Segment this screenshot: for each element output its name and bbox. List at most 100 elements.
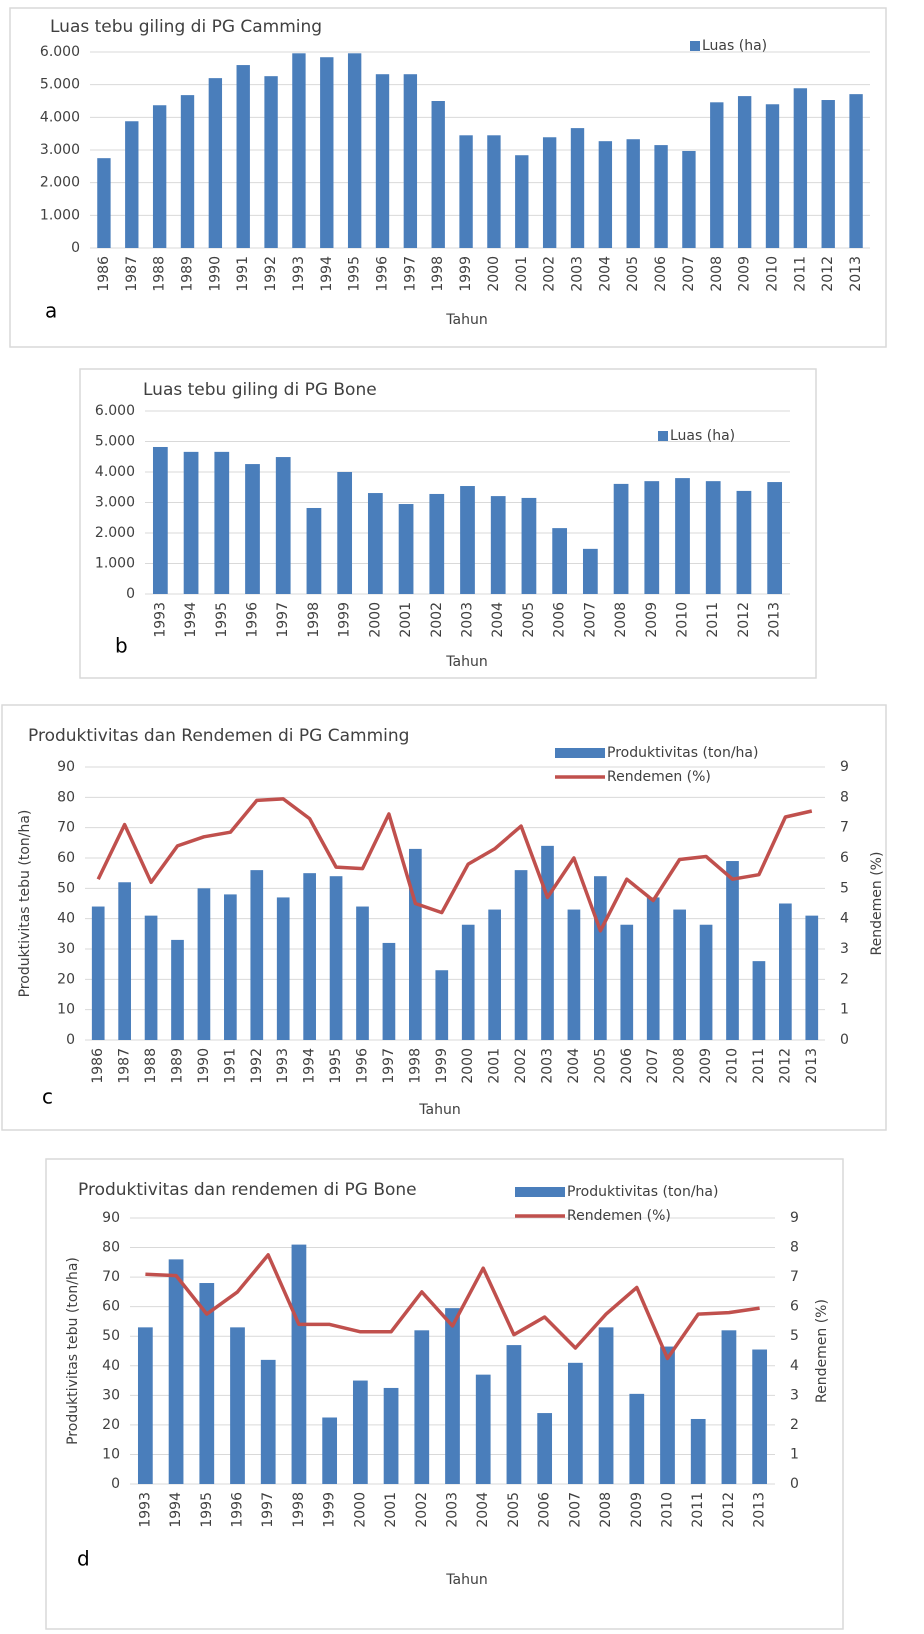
bar: [375, 74, 390, 248]
x-axis-label: Tahun: [445, 312, 487, 328]
x-tick-label: 2004: [490, 602, 506, 638]
y-tick-label: 4.000: [40, 109, 80, 125]
bar: [329, 876, 343, 1040]
bar: [821, 100, 835, 249]
chart-title: Luas tebu giling di PG Camming: [50, 17, 322, 37]
bar: [320, 57, 334, 248]
bar: [435, 970, 449, 1040]
x-tick-label: 1998: [430, 256, 446, 292]
bar: [673, 909, 686, 1040]
y2-tick-label: 4: [790, 1358, 799, 1374]
y-tick-label: 70: [57, 820, 75, 836]
panel-frame: [9, 7, 887, 348]
x-tick-label: 1991: [235, 256, 251, 292]
x-tick-label: 2005: [521, 602, 537, 638]
x-tick-label: 2011: [792, 256, 808, 292]
x-tick-label: 1998: [306, 602, 322, 638]
y-tick-label: 10: [57, 1002, 75, 1018]
bar: [125, 121, 139, 248]
bar: [144, 915, 158, 1040]
y-tick-label: 80: [57, 789, 75, 805]
bar: [431, 101, 445, 248]
x-tick-label: 2006: [537, 1492, 553, 1528]
bar: [594, 876, 607, 1040]
x-tick-label: 1997: [260, 1492, 276, 1528]
panel-label: c: [42, 1085, 53, 1109]
chart-title: Produktivitas dan rendemen di PG Bone: [78, 1180, 417, 1200]
x-tick-label: 1996: [245, 602, 261, 638]
legend-label: Produktivitas (ton/ha): [607, 745, 758, 761]
y2-tick-label: 9: [840, 759, 849, 775]
chart-title: Produktivitas dan Rendemen di PG Camming: [28, 726, 409, 746]
x-tick-label: 1998: [291, 1492, 307, 1528]
bar: [690, 1418, 706, 1484]
x-tick-label: 2010: [765, 256, 781, 292]
y-tick-label: 3.000: [40, 142, 80, 158]
bar: [598, 1327, 614, 1484]
y2-tick-label: 5: [790, 1328, 799, 1344]
x-tick-label: 2008: [613, 602, 629, 638]
x-tick-label: 2012: [777, 1048, 793, 1084]
bar: [414, 1330, 430, 1484]
x-axis-label: Tahun: [445, 654, 487, 670]
legend-label: Rendemen (%): [607, 769, 711, 785]
y-tick-label: 20: [102, 1417, 120, 1433]
panel-frame: [45, 1158, 844, 1630]
x-tick-label: 1992: [263, 256, 279, 292]
legend-label: Rendemen (%): [567, 1208, 671, 1224]
y2-tick-label: 5: [840, 880, 849, 896]
legend-label: Luas (ha): [670, 428, 735, 444]
x-tick-label: 2007: [681, 256, 697, 292]
y2-tick-label: 9: [790, 1210, 799, 1226]
panel-label: a: [45, 299, 57, 323]
bar: [91, 906, 105, 1040]
bar: [721, 1330, 737, 1484]
y-tick-label: 3.000: [95, 495, 135, 511]
y2-tick-label: 7: [840, 820, 849, 836]
x-tick-label: 2013: [804, 1048, 820, 1084]
x-tick-label: 2007: [582, 602, 598, 638]
bar: [537, 1413, 553, 1484]
y2-tick-label: 6: [790, 1299, 799, 1315]
bar: [654, 145, 668, 248]
y-tick-label: 90: [102, 1210, 120, 1226]
panel-frame: [79, 368, 817, 679]
x-tick-label: 1986: [90, 1048, 106, 1084]
x-tick-label: 2006: [653, 256, 669, 292]
x-tick-label: 1999: [337, 602, 353, 638]
x-tick-label: 1995: [214, 602, 230, 638]
y-tick-label: 20: [57, 971, 75, 987]
bar: [710, 102, 724, 248]
bar: [208, 78, 223, 248]
x-tick-label: 2000: [352, 1492, 368, 1528]
x-tick-label: 1989: [170, 1048, 186, 1084]
y2-axis-label: Rendemen (%): [814, 1299, 830, 1403]
bar: [180, 95, 195, 249]
bar: [490, 496, 506, 594]
bar: [303, 873, 316, 1040]
y2-tick-label: 2: [790, 1417, 799, 1433]
y2-tick-label: 2: [840, 971, 849, 987]
y-tick-label: 6.000: [40, 44, 80, 60]
x-tick-label: 2010: [660, 1492, 676, 1528]
x-tick-label: 1998: [407, 1048, 423, 1084]
bar: [765, 104, 780, 249]
y2-tick-label: 7: [790, 1269, 799, 1285]
y-tick-label: 1.000: [40, 207, 80, 223]
bar: [264, 76, 278, 248]
x-tick-label: 1992: [249, 1048, 265, 1084]
y-tick-label: 40: [102, 1358, 120, 1374]
y-tick-label: 0: [71, 240, 80, 256]
bar: [183, 451, 199, 594]
x-tick-label: 2002: [429, 602, 445, 638]
y-tick-label: 70: [102, 1269, 120, 1285]
bar: [306, 507, 322, 594]
x-tick-label: 1999: [458, 256, 474, 292]
line: [96, 797, 813, 933]
bar: [230, 1327, 245, 1484]
legend-label: Produktivitas (ton/ha): [567, 1184, 718, 1200]
bar: [356, 906, 369, 1040]
bar: [767, 482, 783, 594]
bar: [367, 493, 383, 594]
bar: [214, 451, 230, 594]
